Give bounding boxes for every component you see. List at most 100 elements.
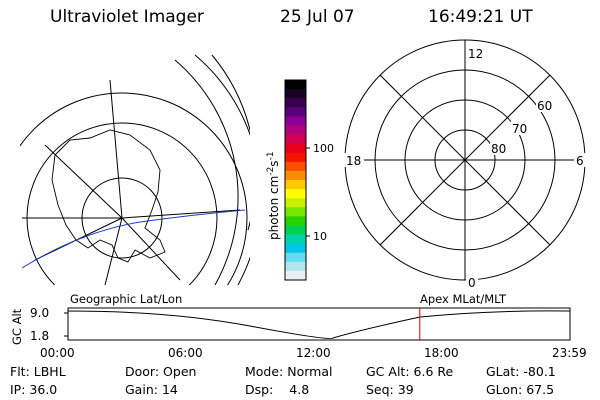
info-glon-label: GLon: — [486, 382, 523, 397]
colorbar-segment — [285, 198, 306, 208]
altitude-curve — [67, 310, 571, 339]
info-door-value: Open — [163, 364, 197, 379]
colorbar-segment — [285, 207, 306, 217]
geographic-map-label: Geographic Lat/Lon — [70, 292, 182, 306]
latitude-arc — [174, 59, 239, 285]
altitude-ticks — [64, 312, 68, 337]
meridian-line — [104, 217, 123, 285]
orbit-track — [21, 209, 246, 269]
info-gcalt: GC Alt: 6.6 Re — [366, 364, 453, 379]
magnetic-polar-plot — [344, 39, 586, 281]
colorbar-unit-prefix: photon cm — [267, 176, 281, 240]
earth-limb — [20, 92, 248, 285]
info-ip-value: 36.0 — [29, 382, 58, 397]
meridian-line — [121, 209, 241, 219]
colorbar-segment — [285, 189, 306, 199]
info-seq-value: 39 — [397, 382, 414, 397]
mlt-label-18: 18 — [346, 154, 361, 168]
info-dsp-label: Dsp: — [245, 382, 274, 397]
mlt-diagonal — [379, 74, 551, 246]
info-door-label: Door: — [125, 364, 160, 379]
info-gain: Gain: 14 — [125, 382, 178, 397]
colorbar-unit: photon cm-2s-1 — [266, 151, 281, 240]
colorbar-segment — [285, 98, 306, 108]
magnetic-map-label: Apex MLat/MLT — [420, 292, 507, 306]
info-flt: Flt: LBHL — [10, 364, 66, 379]
altitude-plot: 9.0 1.8 GC Alt 00:00 06:00 12:00 18:00 2… — [10, 306, 587, 360]
colorbar-unit-mid: s — [267, 160, 281, 166]
info-gain-label: Gain: — [125, 382, 158, 397]
colorbar — [285, 80, 306, 281]
x-tick-label: 06:00 — [168, 346, 203, 360]
info-gain-value: 14 — [161, 382, 178, 397]
y-tick-label-1.8: 1.8 — [30, 329, 49, 343]
info-glat-label: GLat: — [486, 364, 520, 379]
info-ip: IP: 36.0 — [10, 382, 57, 397]
info-dsp: Dsp: 4.8 — [245, 382, 309, 397]
info-door: Door: Open — [125, 364, 196, 379]
colorbar-ticks — [306, 147, 310, 237]
colorbar-segment — [285, 125, 306, 136]
colorbar-segment — [285, 143, 306, 154]
x-tick-label: 18:00 — [424, 346, 459, 360]
header-time: 16:49:21 UT — [428, 7, 533, 27]
mlt-label-6: 6 — [576, 154, 584, 168]
colorbar-segment — [285, 261, 306, 272]
info-glat-value: -80.1 — [523, 364, 556, 379]
colorbar-segment — [285, 216, 306, 227]
mlt-label-0: 0 — [468, 276, 476, 290]
latitude-arc — [211, 54, 250, 231]
info-flt-value: LBHL — [33, 364, 66, 379]
colorbar-segment — [285, 152, 306, 163]
info-gcalt-value: 6.6 Re — [413, 364, 454, 379]
mlt-label-12: 12 — [468, 47, 483, 61]
colorbar-segment — [285, 161, 306, 172]
colorbar-frame — [284, 79, 307, 281]
instrument-title: Ultraviolet Imager — [50, 7, 204, 27]
colorbar-unit-exp2: -1 — [266, 151, 276, 160]
colorbar-unit-exp1: -2 — [266, 167, 276, 176]
colorbar-segment — [285, 116, 306, 127]
colorbar-segment — [285, 170, 306, 181]
x-tick-label: 00:00 — [40, 346, 75, 360]
info-seq-label: Seq: — [366, 382, 394, 397]
x-tick-label: 12:00 — [296, 346, 331, 360]
info-glat: GLat: -80.1 — [486, 364, 556, 379]
meridian-line — [44, 144, 123, 219]
altitude-plot-frame — [67, 307, 571, 341]
colorbar-segment — [285, 180, 306, 190]
colorbar-segment — [285, 80, 306, 90]
y-tick-label-9: 9.0 — [30, 306, 49, 320]
colorbar-segment — [285, 252, 306, 263]
info-seq: Seq: 39 — [366, 382, 414, 397]
colorbar-segment — [285, 243, 306, 254]
colorbar-segment — [285, 270, 306, 281]
mlat-label-80: 80 — [491, 142, 506, 156]
meridian-line — [121, 217, 181, 281]
info-mode-label: Mode: — [245, 364, 284, 379]
altitude-ylabel: GC Alt — [10, 308, 24, 345]
colorbar-segment — [285, 107, 306, 117]
colorbar-segment — [285, 225, 306, 236]
info-mode-value: Normal — [287, 364, 333, 379]
mlat-label-60: 60 — [537, 99, 552, 113]
colorbar-tick-label-10: 10 — [313, 230, 327, 243]
x-tick-label: 23:59 — [552, 346, 587, 360]
continent-outline — [51, 129, 166, 263]
info-gcalt-label: GC Alt: — [366, 364, 410, 379]
info-glon: GLon: 67.5 — [486, 382, 554, 397]
info-ip-label: IP: — [10, 382, 26, 397]
info-mode: Mode: Normal — [245, 364, 333, 379]
mlat-label-70: 70 — [512, 122, 527, 136]
latitude-arc — [194, 54, 250, 285]
colorbar-tick-label-100: 100 — [313, 142, 334, 155]
colorbar-segment — [285, 234, 306, 245]
info-flt-label: Flt: — [10, 364, 30, 379]
info-glon-value: 67.5 — [526, 382, 555, 397]
meridian-line — [109, 79, 123, 219]
geographic-map — [20, 54, 250, 285]
info-dsp-value: 4.8 — [289, 382, 310, 397]
colorbar-segment — [285, 89, 306, 99]
header-date: 25 Jul 07 — [280, 7, 355, 27]
